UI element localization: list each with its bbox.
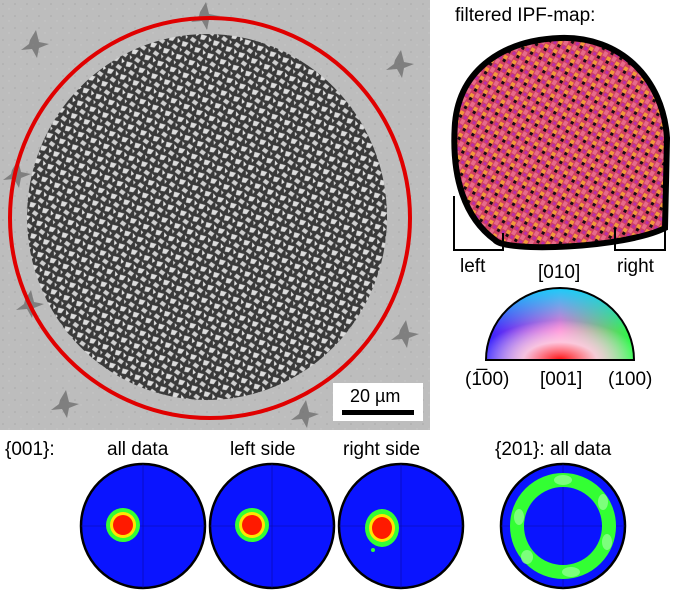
ipf-right-label: right: [617, 256, 654, 277]
color-key-top-label: [010]: [538, 262, 581, 283]
sem-micrograph: [0, 0, 430, 430]
scale-bar-label: 20 µm: [350, 386, 401, 406]
pole-figure-001-right: [337, 462, 465, 590]
ipf-color-key: [484, 287, 636, 361]
pole-title-all: all data: [107, 439, 169, 460]
pole-201-ring-maxima: [514, 475, 612, 577]
ipf-map-title: filtered IPF-map:: [455, 5, 596, 26]
pole-title-left: left side: [230, 439, 296, 460]
ipf-left-label: left: [460, 256, 486, 277]
pole-row-label: {001}:: [5, 439, 55, 460]
pole-figure-201-all: [499, 462, 627, 590]
ipf-left-bracket: [453, 196, 504, 251]
pole-figure-001-all: [79, 462, 207, 590]
ipf-map-shape: [451, 34, 671, 251]
pole-figure-001-left: [208, 462, 336, 590]
grain-region: [27, 34, 387, 400]
scale-bar: [342, 410, 414, 415]
pole-title-201: {201}: all data: [495, 439, 612, 460]
ipf-right-bracket: [614, 196, 666, 251]
ipf-map: [451, 34, 671, 251]
boundary-circle: [8, 16, 412, 420]
color-key-left-label: (1̅00): [465, 369, 510, 390]
color-key-center-label: [001]: [540, 369, 583, 390]
pole-title-right: right side: [343, 439, 421, 460]
color-key-right-label: (100): [608, 369, 653, 390]
